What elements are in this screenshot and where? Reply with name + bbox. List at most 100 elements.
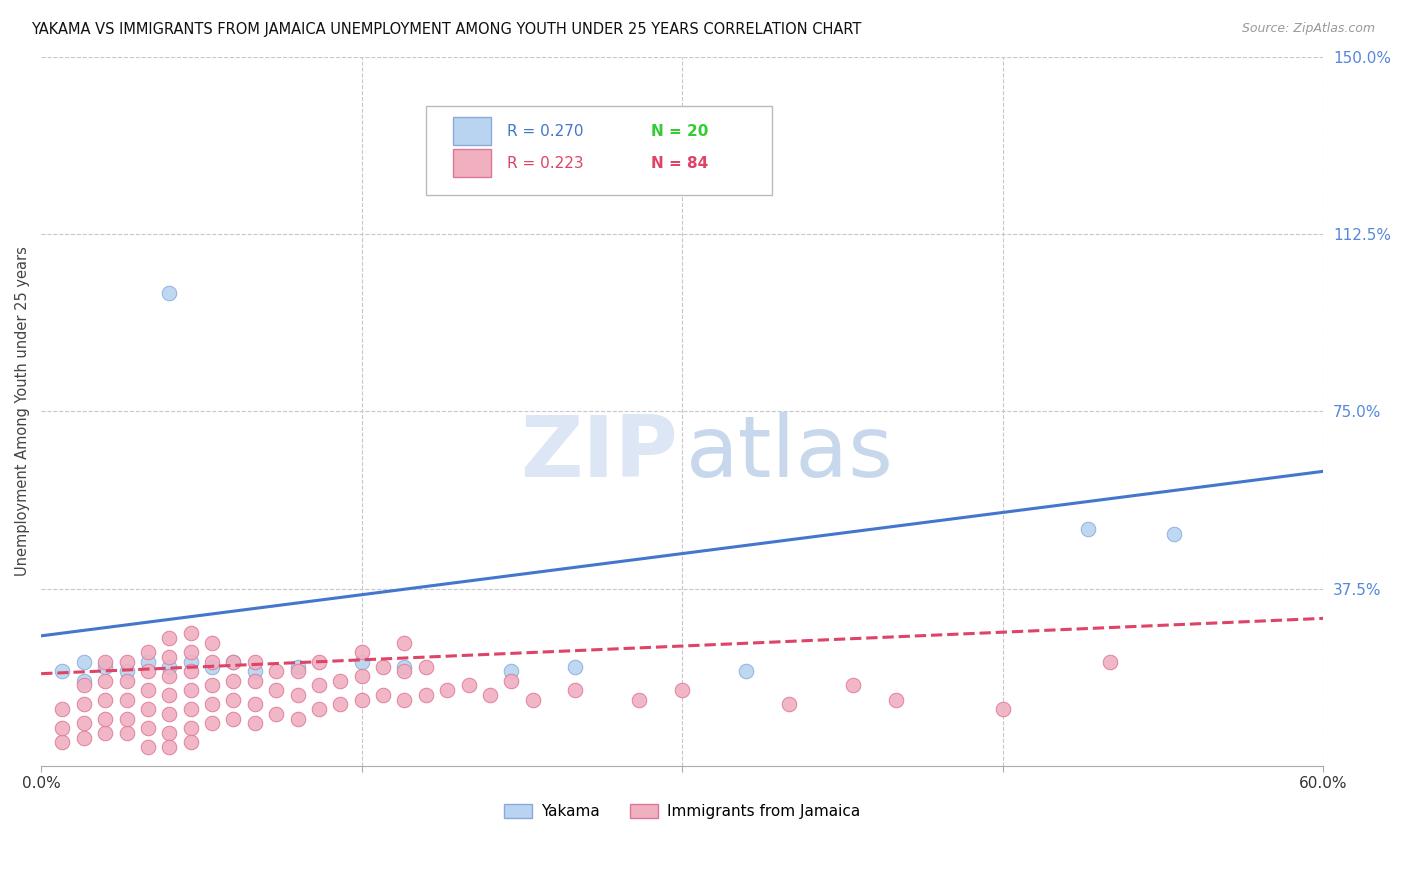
Point [436,683,458,698]
Point [394,692,416,706]
Point [222,712,245,726]
Point [157,631,180,645]
Point [157,688,180,702]
Point [201,655,224,669]
Point [115,655,138,669]
Point [991,702,1014,716]
Point [243,716,266,731]
Point [243,655,266,669]
Point [457,678,479,692]
Point [115,712,138,726]
Point [73,731,96,745]
Point [201,636,224,650]
Point [136,739,159,754]
Legend: Yakama, Immigrants from Jamaica: Yakama, Immigrants from Jamaica [498,798,866,826]
Point [264,665,287,679]
Point [136,721,159,735]
Point [501,665,523,679]
Text: R = 0.270: R = 0.270 [506,124,583,138]
Point [778,698,800,712]
Point [157,739,180,754]
Point [394,665,416,679]
Point [287,659,309,673]
FancyBboxPatch shape [453,149,491,178]
Point [180,735,202,749]
Point [329,698,352,712]
Point [222,673,245,688]
Point [287,665,309,679]
Point [564,659,586,673]
Point [222,655,245,669]
Point [180,702,202,716]
Point [94,673,117,688]
Point [1098,655,1121,669]
Point [115,665,138,679]
Point [308,702,330,716]
Point [180,626,202,640]
Text: YAKAMA VS IMMIGRANTS FROM JAMAICA UNEMPLOYMENT AMONG YOUTH UNDER 25 YEARS CORREL: YAKAMA VS IMMIGRANTS FROM JAMAICA UNEMPL… [31,22,862,37]
Point [735,665,758,679]
Point [394,636,416,650]
Point [136,702,159,716]
Point [501,673,523,688]
Point [73,716,96,731]
Point [136,665,159,679]
Point [94,692,117,706]
Point [115,725,138,739]
Point [157,706,180,721]
Point [264,683,287,698]
Point [157,650,180,665]
Point [243,673,266,688]
Point [115,673,138,688]
FancyBboxPatch shape [453,117,491,145]
Point [94,655,117,669]
Point [51,735,73,749]
Point [243,665,266,679]
Point [522,692,544,706]
Point [350,669,373,683]
Point [394,659,416,673]
Point [157,725,180,739]
Text: ZIP: ZIP [520,412,678,495]
Point [222,655,245,669]
Point [628,692,651,706]
Point [94,712,117,726]
Text: atlas: atlas [686,412,894,495]
Point [73,655,96,669]
Point [671,683,693,698]
Point [350,645,373,659]
Point [350,655,373,669]
Point [180,665,202,679]
FancyBboxPatch shape [426,106,772,195]
Point [201,659,224,673]
Point [51,721,73,735]
Point [157,659,180,673]
Point [180,721,202,735]
Text: N = 84: N = 84 [651,155,709,170]
Point [478,688,501,702]
Point [94,725,117,739]
Text: Source: ZipAtlas.com: Source: ZipAtlas.com [1241,22,1375,36]
Point [1077,523,1099,537]
Point [136,655,159,669]
Point [1163,527,1185,541]
Point [287,688,309,702]
Point [157,286,180,301]
Point [157,669,180,683]
Point [115,692,138,706]
Point [308,678,330,692]
Point [264,706,287,721]
Point [73,698,96,712]
Text: R = 0.223: R = 0.223 [506,155,583,170]
Point [329,673,352,688]
Point [180,683,202,698]
Point [51,702,73,716]
Point [73,678,96,692]
Point [350,692,373,706]
Y-axis label: Unemployment Among Youth under 25 years: Unemployment Among Youth under 25 years [15,246,30,576]
Point [243,698,266,712]
Point [180,655,202,669]
Point [222,692,245,706]
Point [371,659,394,673]
Point [136,645,159,659]
